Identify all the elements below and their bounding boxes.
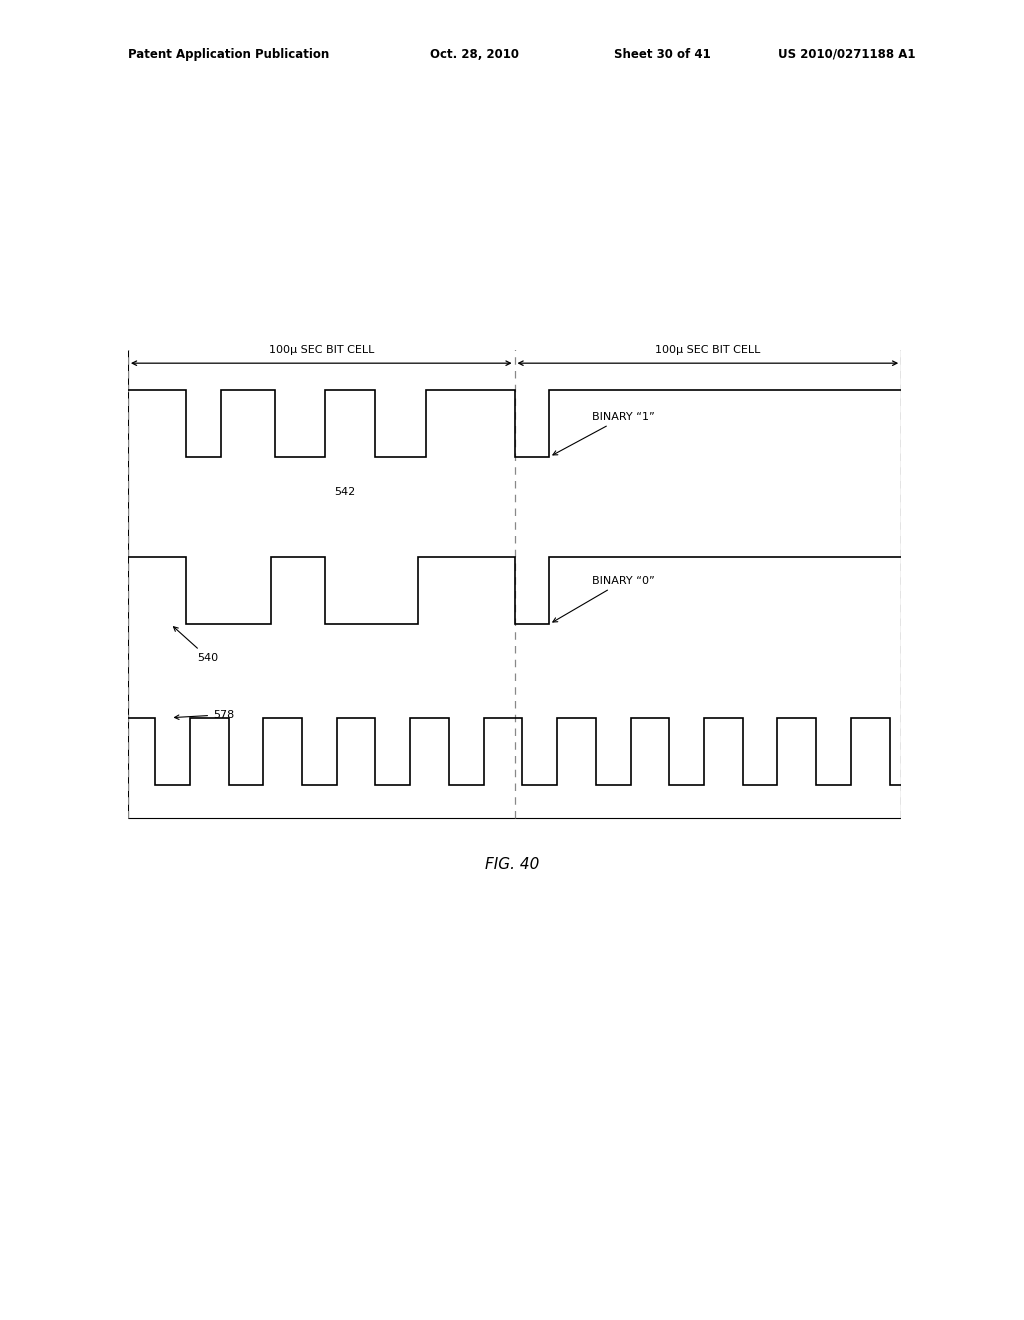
Text: 100μ SEC BIT CELL: 100μ SEC BIT CELL (268, 345, 374, 355)
Text: FIG. 40: FIG. 40 (484, 857, 540, 873)
Text: Oct. 28, 2010: Oct. 28, 2010 (430, 48, 519, 61)
Text: 100μ SEC BIT CELL: 100μ SEC BIT CELL (655, 345, 761, 355)
Text: 540: 540 (173, 627, 219, 663)
Text: Patent Application Publication: Patent Application Publication (128, 48, 330, 61)
Text: BINARY “0”: BINARY “0” (553, 576, 654, 622)
Text: 542: 542 (334, 487, 355, 496)
Text: Sheet 30 of 41: Sheet 30 of 41 (614, 48, 711, 61)
Text: 578: 578 (174, 710, 234, 719)
Text: US 2010/0271188 A1: US 2010/0271188 A1 (778, 48, 915, 61)
Text: BINARY “1”: BINARY “1” (553, 412, 654, 455)
